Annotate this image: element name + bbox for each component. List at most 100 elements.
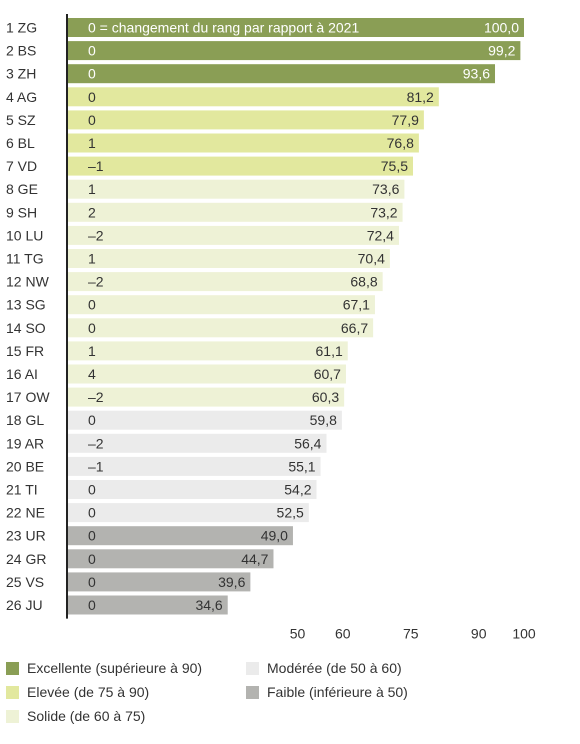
category-label: 24 GR [6,551,46,567]
legend-swatch [246,685,259,699]
category-label: 25 VS [6,574,44,590]
bar-value-label: 59,8 [310,412,337,428]
x-tick-label: 75 [403,626,419,642]
rank-change-label: 2 [88,204,96,220]
bar-value-label: 61,1 [316,343,343,359]
rank-change-label: –2 [88,389,104,405]
bar-value-label: 70,4 [358,251,385,267]
x-tick-label: 50 [290,626,306,642]
bar-value-label: 49,0 [261,528,288,544]
category-label: 8 GE [6,181,38,197]
category-label: 10 LU [6,227,43,243]
rank-change-label: –1 [88,458,104,474]
category-label: 26 JU [6,597,43,613]
rank-change-label: 1 [88,251,96,267]
category-label: 1 ZG [6,20,37,36]
legend: Excellente (supérieure à 90) Elevée (de 7… [6,660,576,740]
category-label: 16 AI [6,366,38,382]
rank-change-label: –1 [88,158,104,174]
rank-change-label: 0 [88,112,96,128]
legend-label: Excellente (supérieure à 90) [27,660,203,676]
bar-6 [68,133,419,153]
category-label: 5 SZ [6,112,36,128]
bar-11 [68,249,390,268]
category-label: 14 SO [6,320,46,336]
bar-25 [68,572,251,592]
category-label: 7 VD [6,158,37,174]
bar-value-label: 76,8 [387,135,414,151]
category-label: 9 SH [6,204,37,220]
bar-9 [68,202,403,222]
bar-value-label: 60,3 [312,389,339,405]
rank-change-label: 0 [88,320,96,336]
rank-change-label: 1 [88,343,96,359]
rank-change-label: 0 [88,574,96,590]
bar-value-label: 68,8 [350,274,377,290]
bar-value-label: 54,2 [284,482,311,498]
bar-24 [68,549,274,569]
bar-12 [68,272,383,292]
x-tick-label: 90 [471,626,487,642]
rank-change-label: 0 [88,43,96,59]
rank-change-label: 0 [88,66,96,82]
bar-value-label: 34,6 [195,597,222,613]
bar-14 [68,318,374,338]
category-label: 2 BS [6,43,36,59]
rank-change-label: 0 [88,89,96,105]
rank-change-label: 0 [88,528,96,544]
legend-label: Modérée (de 50 à 60) [267,660,402,676]
category-label: 17 OW [6,389,50,405]
rank-change-label: –2 [88,227,104,243]
bar-23 [68,526,293,546]
bar-value-label: 99,2 [488,43,515,59]
bar-value-label: 73,6 [372,181,399,197]
bar-value-label: 56,4 [294,435,321,451]
legend-label: Elevée (de 75 à 90) [27,684,150,700]
category-label: 12 NW [6,274,50,290]
category-label: 20 BE [6,458,44,474]
legend-label: Faible (inférieure à 50) [267,684,408,700]
category-label: 23 UR [6,528,46,544]
bar-13 [68,295,375,315]
legend-swatch [246,661,259,675]
category-label: 13 SG [6,297,46,313]
bar-chart: 0 = changement du rang par rapport à 202… [6,14,536,642]
rank-change-label: 0 [88,597,96,613]
x-axis-ticks-layer: 50 60 75 90 100 [290,626,536,642]
category-label: 15 FR [6,343,44,359]
category-label: 21 TI [6,482,38,498]
bar-20 [68,456,321,476]
bar-value-label: 72,4 [367,227,394,243]
rank-change-label: –2 [88,435,104,451]
bar-2 [68,41,521,61]
bar-value-label: 81,2 [407,89,434,105]
legend-item-moderee: Modérée (de 50 à 60) [246,660,402,676]
bar-22 [68,503,309,523]
rank-change-label: 1 [88,135,96,151]
bar-17 [68,387,345,407]
bar-8 [68,179,405,199]
legend-item-solide: Solide (de 60 à 75) [6,708,145,724]
category-label: 19 AR [6,435,44,451]
bar-10 [68,225,399,245]
bar-value-label: 73,2 [370,204,397,220]
category-labels-layer: 1 ZG 2 BS 3 ZH 4 AG 5 SZ 6 BL 7 VD 8 GE 9 SH 10 L… [6,20,50,614]
rank-change-label: 4 [88,366,96,382]
legend-swatch [6,709,19,723]
bar-value-label: 75,5 [381,158,408,174]
rank-change-label: 0 [88,551,96,567]
rank-change-label: 0 [88,297,96,313]
bar-7 [68,156,414,176]
category-label: 3 ZH [6,66,36,82]
bar-19 [68,433,327,453]
bar-value-label: 67,1 [343,297,370,313]
category-label: 11 TG [6,251,44,267]
bar-value-label: 44,7 [241,551,268,567]
legend-item-elevee: Elevée (de 75 à 90) [6,684,149,700]
category-label: 6 BL [6,135,35,151]
bar-value-label: 60,7 [314,366,341,382]
bar-26 [68,595,228,615]
bar-value-label: 39,6 [218,574,245,590]
bar-value-label: 77,9 [392,112,419,128]
bar-15 [68,341,348,361]
